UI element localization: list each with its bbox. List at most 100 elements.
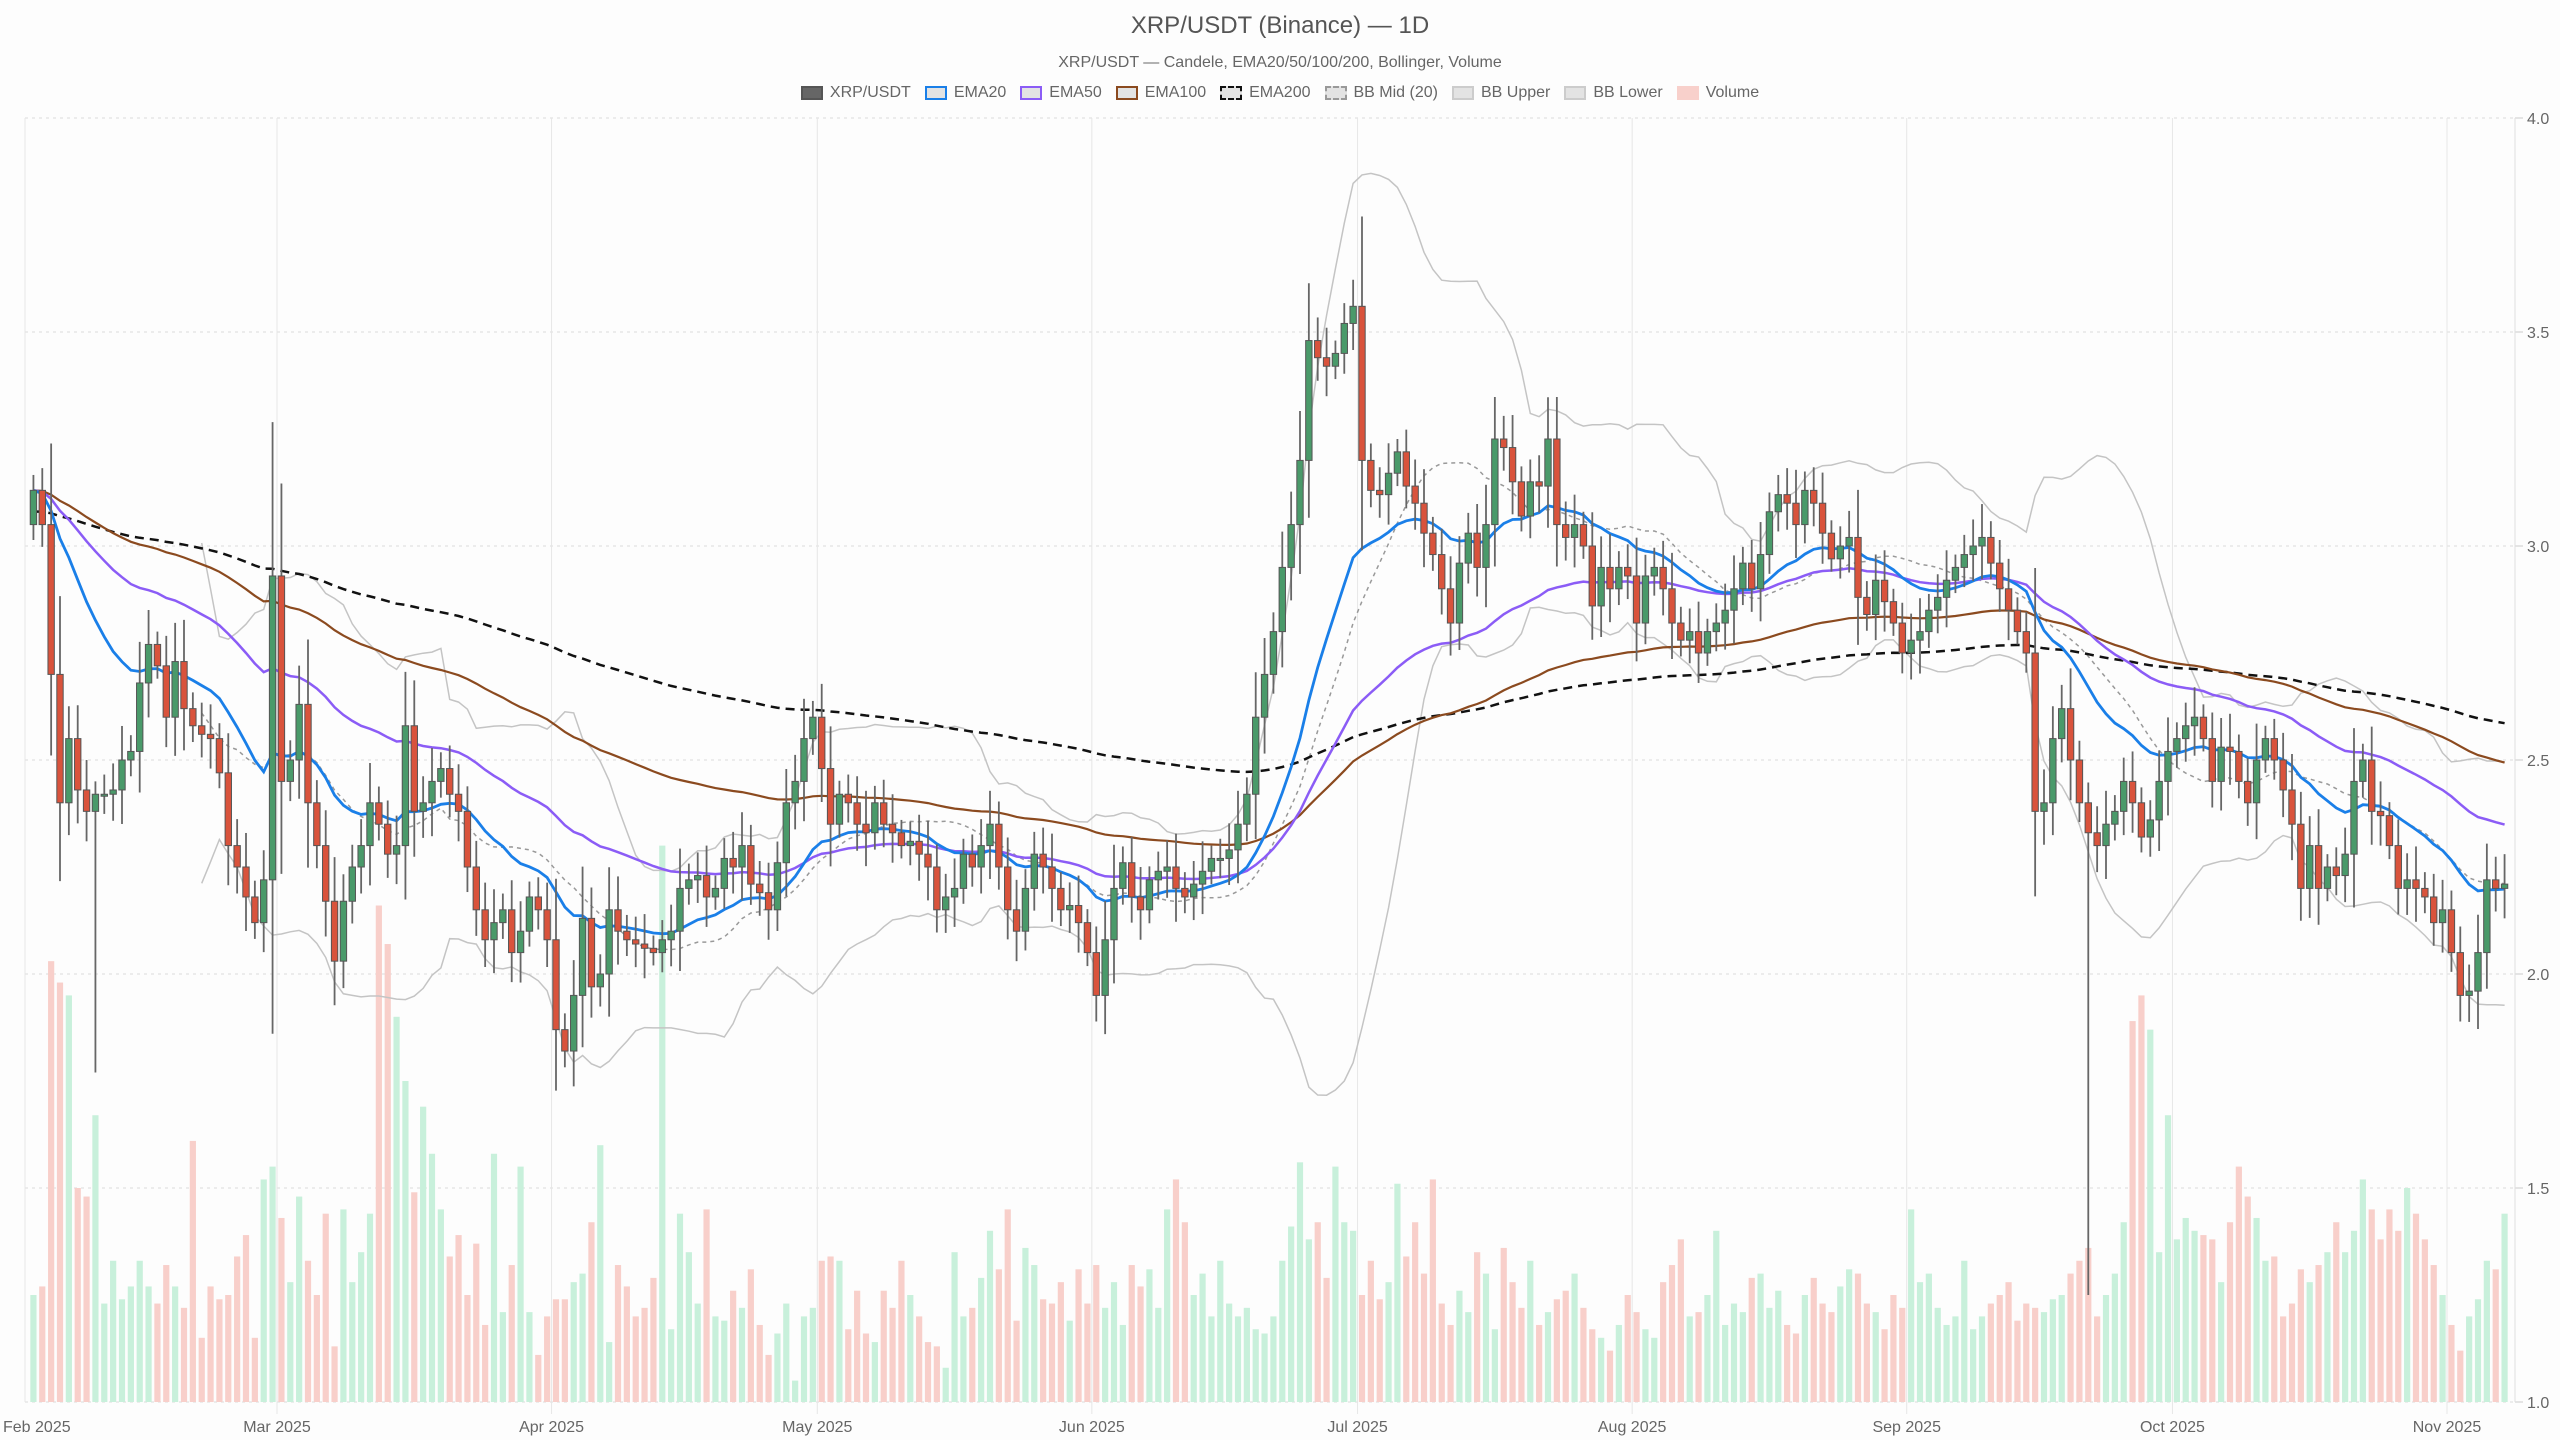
candle xyxy=(38,489,46,526)
legend-ema200[interactable]: EMA200 xyxy=(1220,84,1311,102)
candle xyxy=(1597,566,1605,607)
legend-ema100[interactable]: EMA100 xyxy=(1115,84,1206,102)
candle xyxy=(2359,759,2367,782)
legend-volume-swatch-icon xyxy=(1676,86,1699,100)
candle xyxy=(384,823,392,855)
candle xyxy=(800,738,808,782)
candle xyxy=(410,725,418,812)
candle xyxy=(1987,536,1995,564)
legend-bb-lower[interactable]: BB Lower xyxy=(1564,84,1663,102)
candle xyxy=(2270,738,2278,761)
candle xyxy=(1553,438,1561,526)
candle xyxy=(1110,887,1118,941)
candle xyxy=(251,896,259,924)
legend-ema100-swatch-icon xyxy=(1115,86,1138,100)
x-tick-label: Mar 2025 xyxy=(243,1419,311,1436)
candle xyxy=(2075,759,2084,804)
candle xyxy=(1934,596,1942,611)
candle xyxy=(2474,952,2482,992)
candle xyxy=(1296,459,1304,526)
candle xyxy=(1845,536,1853,547)
x-tick-label: Nov 2025 xyxy=(2413,1419,2482,1436)
candle xyxy=(348,866,356,902)
legend-bb-upper[interactable]: BB Upper xyxy=(1451,84,1550,102)
candle xyxy=(1048,866,1056,889)
legend-ema20[interactable]: EMA20 xyxy=(924,84,1006,102)
candle xyxy=(127,750,135,761)
candle xyxy=(729,857,737,868)
candle xyxy=(1827,532,1836,560)
candle xyxy=(632,939,640,945)
legend-bb-mid[interactable]: BB Mid (20) xyxy=(1324,84,1438,102)
candle xyxy=(2421,887,2429,898)
candle xyxy=(1128,862,1136,898)
candle xyxy=(2252,759,2261,804)
legend-ema50[interactable]: EMA50 xyxy=(1020,84,1102,102)
candle xyxy=(162,665,170,718)
candle xyxy=(2066,708,2075,761)
candle xyxy=(1624,566,1632,577)
candle xyxy=(481,909,489,941)
candle xyxy=(1535,481,1543,487)
legend-price[interactable]: XRP/USDT xyxy=(800,84,911,102)
candle xyxy=(118,759,126,791)
candle xyxy=(942,896,950,911)
candle xyxy=(924,853,932,868)
candle xyxy=(1880,579,1889,603)
candle xyxy=(1500,438,1508,449)
candle xyxy=(1260,673,1269,718)
candle xyxy=(29,489,38,526)
candle xyxy=(2332,866,2340,877)
candle xyxy=(1012,909,1021,932)
candle xyxy=(1969,545,1977,556)
candle xyxy=(499,909,507,924)
candle xyxy=(1721,609,1729,624)
candle xyxy=(1473,532,1481,568)
candle xyxy=(773,862,782,911)
candle xyxy=(1491,438,1499,526)
candle xyxy=(428,780,436,804)
legend-label: Volume xyxy=(1705,84,1760,101)
candle xyxy=(277,575,286,782)
candle xyxy=(1402,451,1410,487)
candle xyxy=(596,973,604,988)
legend-bb-upper-swatch-icon xyxy=(1451,86,1474,100)
candle xyxy=(1216,857,1224,861)
candle xyxy=(136,682,144,752)
candle xyxy=(1889,601,1898,624)
candle xyxy=(446,768,454,795)
candle xyxy=(1198,870,1207,885)
candle xyxy=(2350,780,2358,855)
candle xyxy=(747,845,755,885)
candle xyxy=(711,887,720,898)
candle xyxy=(339,900,348,962)
candle xyxy=(2013,609,2022,633)
candle xyxy=(605,909,613,975)
candle xyxy=(2128,780,2137,804)
legend-volume[interactable]: Volume xyxy=(1676,84,1760,102)
candle xyxy=(1694,631,1703,654)
candle xyxy=(1438,554,1446,590)
candle xyxy=(685,879,693,889)
candle xyxy=(1668,588,1676,624)
candle xyxy=(1863,596,1871,615)
candle xyxy=(570,994,578,1052)
legend-label: BB Mid (20) xyxy=(1353,84,1438,101)
candle xyxy=(2173,738,2181,752)
candle xyxy=(1801,489,1809,526)
candle xyxy=(1606,566,1614,590)
candle xyxy=(977,845,985,868)
candle xyxy=(1252,716,1260,795)
candle xyxy=(1172,866,1180,889)
candle xyxy=(224,772,232,847)
candle xyxy=(835,793,844,825)
y-tick-label: 3.0 xyxy=(2527,539,2549,556)
candle xyxy=(1650,566,1658,577)
candle xyxy=(2456,952,2464,996)
candle xyxy=(2323,866,2332,889)
candle xyxy=(1101,939,1109,996)
candle xyxy=(463,810,472,868)
candle xyxy=(268,575,277,881)
candle xyxy=(826,768,835,825)
candle xyxy=(1562,524,1570,538)
